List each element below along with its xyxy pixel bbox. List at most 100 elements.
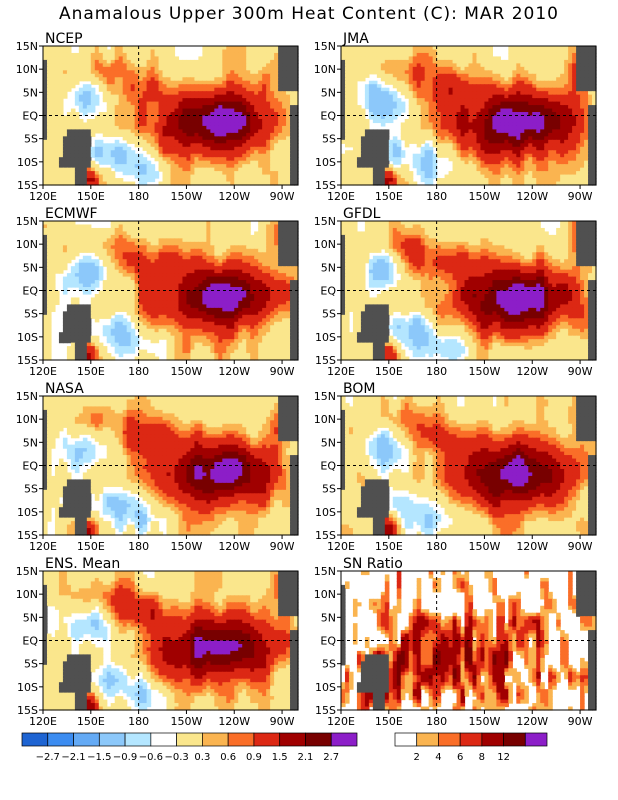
heat-cell: [158, 105, 164, 110]
heat-cell: [416, 77, 422, 82]
heat-cell: [154, 221, 160, 226]
heat-cell: [226, 167, 231, 172]
heat-cell: [242, 129, 247, 134]
heat-cell: [564, 70, 569, 75]
heat-cell: [134, 153, 140, 158]
heat-cell: [464, 150, 470, 155]
heat-cell: [568, 84, 573, 89]
heat-cell: [154, 87, 160, 92]
heat-cell: [544, 112, 549, 117]
heat-cell: [46, 105, 52, 110]
heat-cell: [572, 174, 577, 179]
heat-cell: [524, 139, 529, 144]
heat-cell: [444, 94, 450, 99]
heat-cell: [392, 46, 398, 51]
heat-cell: [166, 56, 172, 61]
heat-cell: [66, 157, 72, 162]
heat-cell: [70, 118, 76, 124]
heat-cell: [90, 70, 96, 75]
heat-cell: [282, 143, 287, 148]
heat-cell: [226, 98, 231, 103]
heat-cell: [266, 157, 271, 162]
heat-cell: [460, 136, 466, 141]
heat-cell: [432, 59, 438, 64]
heat-cell: [584, 52, 589, 58]
heat-cell: [94, 150, 100, 155]
heat-cell: [194, 224, 199, 229]
heat-cell: [452, 153, 458, 158]
heat-cell: [262, 98, 267, 103]
heat-cell: [110, 63, 116, 68]
heat-cell: [154, 153, 160, 158]
heat-cell: [484, 46, 490, 51]
heat-cell: [400, 105, 406, 110]
heat-cell: [556, 164, 561, 169]
heat-cell: [146, 73, 152, 78]
heat-cell: [484, 178, 490, 183]
heat-cell: [146, 160, 152, 165]
heat-cell: [564, 101, 569, 106]
heat-cell: [70, 174, 76, 179]
heat-cell: [238, 112, 243, 117]
heat-cell: [222, 153, 227, 158]
heat-cell: [356, 171, 362, 176]
heat-cell: [138, 70, 144, 75]
heat-cell: [286, 46, 291, 51]
heat-cell: [436, 146, 442, 151]
heat-cell: [50, 84, 56, 89]
heat-cell: [480, 87, 486, 92]
heat-cell: [110, 108, 116, 113]
heat-cell: [126, 136, 132, 141]
heat-cell: [142, 143, 148, 148]
heat-cell: [408, 56, 414, 61]
heat-cell: [234, 132, 239, 137]
heat-cell: [344, 73, 350, 78]
heat-cell: [242, 171, 247, 176]
heat-cell: [142, 164, 148, 169]
heat-cell: [70, 150, 76, 155]
heat-cell: [444, 174, 450, 179]
heat-cell: [102, 181, 108, 186]
heat-cell: [78, 118, 84, 124]
heat-cell: [134, 157, 140, 162]
heat-cell: [146, 63, 152, 68]
heat-cell: [286, 115, 291, 120]
heat-cell: [416, 66, 422, 71]
heat-cell: [436, 63, 442, 68]
heat-cell: [524, 105, 529, 110]
heat-cell: [262, 129, 267, 134]
heat-cell: [246, 118, 251, 124]
heat-cell: [198, 224, 203, 229]
heat-cell: [150, 118, 156, 124]
heat-cell: [384, 80, 390, 85]
heat-cell: [270, 174, 275, 179]
heat-cell: [568, 112, 573, 117]
heat-cell: [448, 153, 454, 158]
heat-cell: [162, 178, 168, 183]
heat-cell: [190, 122, 195, 127]
heat-cell: [50, 91, 56, 96]
heat-cell: [58, 77, 64, 82]
heat-cell: [564, 160, 569, 165]
heat-cell: [58, 125, 64, 130]
heat-cell: [588, 136, 593, 141]
heat-cell: [230, 221, 235, 226]
heat-cell: [118, 70, 124, 75]
heat-cell: [170, 94, 176, 99]
heat-cell: [548, 80, 553, 85]
heat-cell: [43, 118, 48, 124]
heat-cell: [66, 73, 72, 78]
heat-cell: [162, 84, 168, 89]
heat-cell: [524, 132, 529, 137]
heat-cell: [43, 115, 48, 120]
heat-cell: [50, 56, 56, 61]
heat-cell: [82, 132, 88, 137]
heat-cell: [130, 136, 136, 141]
heat-cell: [266, 221, 271, 226]
heat-cell: [190, 143, 195, 148]
heat-cell: [94, 49, 100, 54]
heat-cell: [472, 77, 478, 82]
heat-cell: [238, 91, 243, 96]
heat-cell: [348, 118, 354, 124]
heat-cell: [480, 181, 486, 186]
